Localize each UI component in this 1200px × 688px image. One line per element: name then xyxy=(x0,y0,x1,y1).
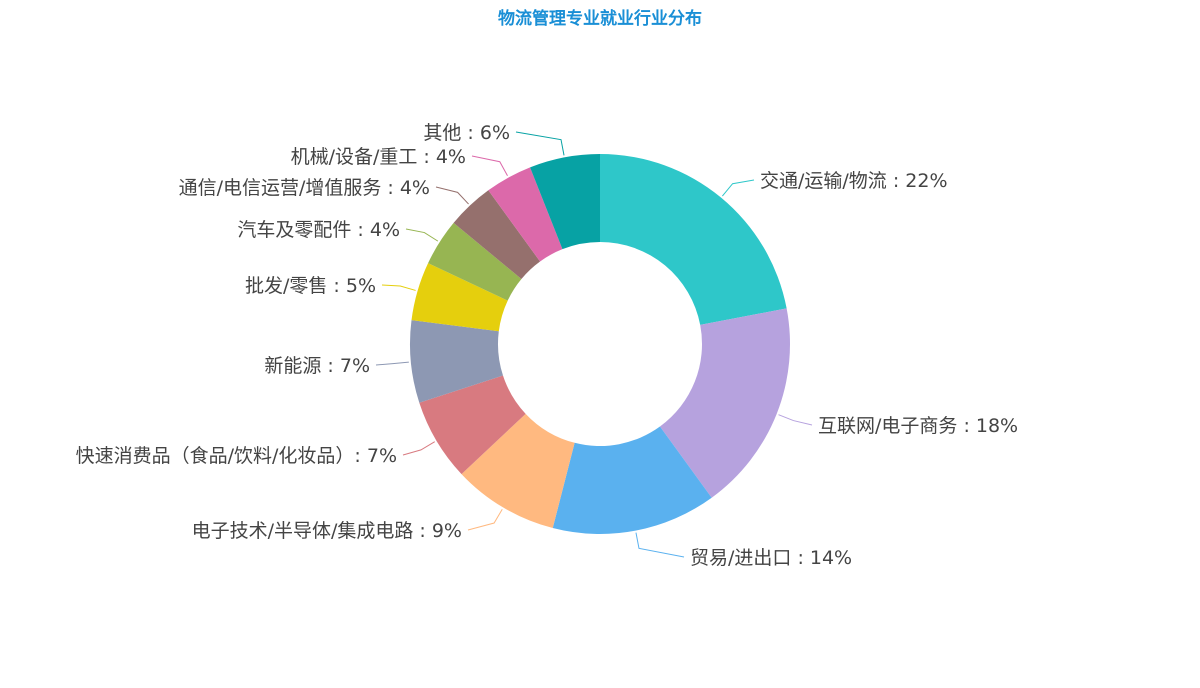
label-leader-line xyxy=(515,131,565,156)
pie-slice[interactable] xyxy=(453,190,541,279)
label-leader-line xyxy=(778,414,813,426)
label-leader-line xyxy=(405,228,439,242)
slice-label: 其他 : 6% xyxy=(423,122,510,144)
slice-label: 快速消费品（食品/饮料/化妆品）: 7% xyxy=(76,445,397,467)
pie-slice[interactable] xyxy=(428,222,522,301)
pie-slice[interactable] xyxy=(488,167,563,262)
pie-slice[interactable] xyxy=(411,263,508,332)
label-leader-line xyxy=(435,186,469,205)
pie-slice[interactable] xyxy=(419,375,526,475)
pie-slice[interactable] xyxy=(410,320,503,403)
slice-label: 电子技术/半导体/集成电路 : 9% xyxy=(192,520,462,542)
slice-label: 通信/电信运营/增值服务 : 4% xyxy=(179,177,430,199)
pie-slice[interactable] xyxy=(552,426,712,534)
label-leader-line xyxy=(722,179,755,197)
slice-label: 贸易/进出口 : 14% xyxy=(690,547,852,569)
pie-slice[interactable] xyxy=(600,154,787,325)
label-leader-line xyxy=(402,441,435,456)
label-leader-line xyxy=(635,532,685,558)
label-leader-line xyxy=(471,155,508,176)
label-leader-line xyxy=(375,361,409,366)
pie-slices xyxy=(410,154,790,534)
pie-labels: 交通/运输/物流 : 22% 互联网/电子商务 : 18% 贸易/进出口 : 14%… xyxy=(76,122,1019,569)
chart-title: 物流管理专业就业行业分布 xyxy=(498,9,702,29)
slice-label: 新能源 : 7% xyxy=(264,355,370,377)
slice-label: 互联网/电子商务 : 18% xyxy=(818,415,1018,437)
slice-label: 交通/运输/物流 : 22% xyxy=(760,170,948,192)
pie-slice[interactable] xyxy=(530,154,600,250)
pie-slice[interactable] xyxy=(461,413,575,529)
slice-label: 汽车及零配件 : 4% xyxy=(237,219,400,241)
label-leader-line xyxy=(467,509,503,531)
slice-label: 机械/设备/重工 : 4% xyxy=(291,146,466,168)
pie-slice[interactable] xyxy=(659,308,790,498)
slice-label: 批发/零售 : 5% xyxy=(245,275,376,297)
label-leader-line xyxy=(381,284,416,291)
